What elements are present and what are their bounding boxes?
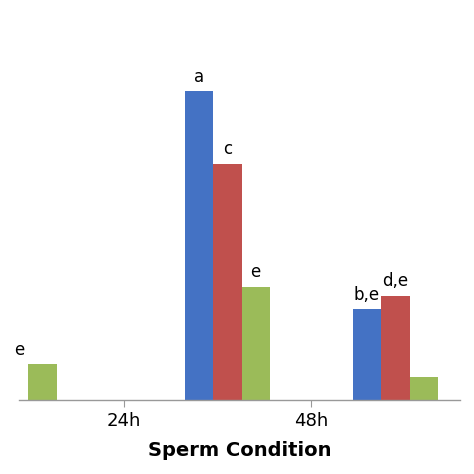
Bar <box>381 296 410 400</box>
Text: e: e <box>14 341 24 359</box>
Text: e: e <box>251 263 261 281</box>
Text: a: a <box>194 68 204 86</box>
Text: c: c <box>223 140 232 158</box>
Bar <box>28 364 56 400</box>
X-axis label: Sperm Condition: Sperm Condition <box>148 441 331 460</box>
Bar <box>410 377 438 400</box>
Bar <box>241 287 270 400</box>
Text: b,e: b,e <box>354 286 380 304</box>
Bar <box>353 310 381 400</box>
Bar <box>184 91 213 400</box>
Text: d,e: d,e <box>383 272 409 290</box>
Bar <box>213 164 241 400</box>
